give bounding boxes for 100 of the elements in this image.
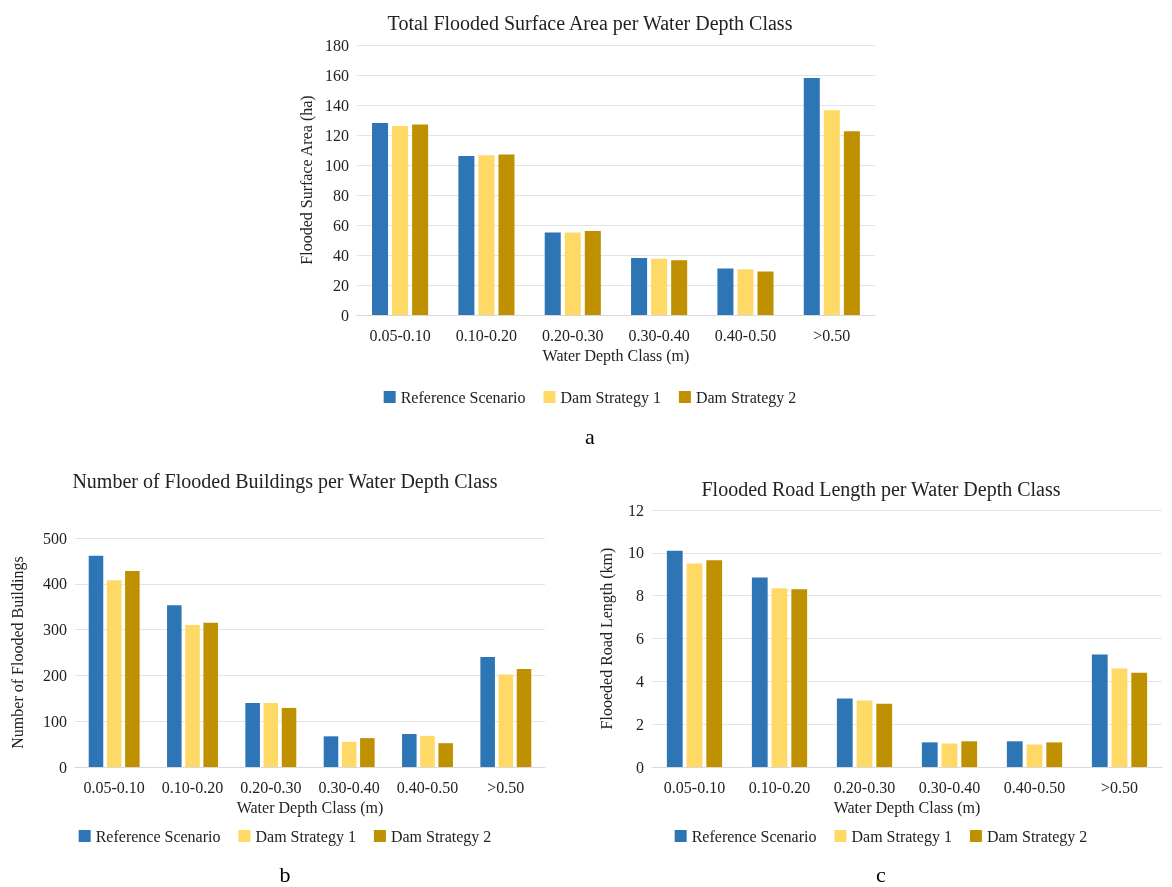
- y-tick-label: 20: [332, 276, 349, 294]
- legend-label: Dam Strategy 1: [560, 388, 661, 407]
- bar: [372, 123, 389, 315]
- y-tick-label: 10: [628, 544, 644, 562]
- bar: [203, 622, 218, 767]
- y-tick-label: 0: [636, 758, 644, 776]
- x-axis-title: Water Depth Class (m): [236, 799, 384, 818]
- bar: [1026, 744, 1043, 767]
- x-tick-label: >0.50: [1100, 778, 1139, 796]
- x-tick-label: 0.20-0.30: [542, 326, 604, 344]
- bar: [584, 231, 601, 315]
- y-tick-label: 80: [332, 186, 349, 204]
- y-tick-label: 400: [43, 575, 67, 593]
- y-tick-label: 60: [332, 216, 349, 234]
- bar: [167, 605, 182, 767]
- x-tick-label: 0.40-0.50: [1003, 778, 1066, 796]
- y-tick-label: 120: [324, 126, 349, 144]
- x-axis-title: Water Depth Class (m): [542, 347, 690, 366]
- bar: [281, 707, 297, 767]
- text: b: [279, 861, 291, 887]
- y-tick-label: 100: [324, 156, 349, 174]
- y-tick-label: 160: [324, 66, 349, 84]
- legend-label: Dam Strategy 2: [390, 827, 492, 846]
- bar: [478, 155, 495, 315]
- y-tick-label: 0: [59, 758, 67, 776]
- bar: [843, 131, 860, 315]
- bar: [706, 560, 723, 767]
- x-axis-title: Water Depth Class (m): [833, 799, 981, 818]
- x-tick-label: 0.10-0.20: [748, 778, 811, 796]
- bar: [412, 124, 429, 315]
- y-tick-label: 8: [636, 587, 644, 605]
- bar: [498, 674, 514, 767]
- bar: [480, 657, 495, 767]
- y-tick-label: 0: [340, 306, 349, 324]
- bar: [458, 156, 475, 315]
- text: a: [585, 423, 596, 449]
- bar: [1091, 654, 1108, 767]
- bar: [392, 126, 409, 315]
- bar: [263, 702, 279, 767]
- text: c: [876, 861, 887, 887]
- bar: [420, 735, 435, 767]
- bar: [360, 738, 375, 767]
- y-tick-label: 40: [332, 246, 349, 264]
- legend-label: Dam Strategy 2: [986, 827, 1088, 846]
- x-tick-label: 0.05-0.10: [83, 778, 145, 796]
- x-tick-label: 0.05-0.10: [663, 778, 726, 796]
- bar: [823, 110, 840, 315]
- y-tick-label: 200: [43, 666, 67, 684]
- bar: [341, 741, 357, 767]
- bar: [961, 741, 978, 767]
- bar: [686, 563, 703, 767]
- x-tick-label: 0.20-0.30: [833, 778, 896, 796]
- bar: [666, 550, 683, 767]
- bar: [544, 232, 561, 315]
- bar: [651, 258, 668, 315]
- bar: [106, 580, 122, 767]
- y-tick-label: 300: [43, 621, 67, 639]
- bar: [791, 589, 808, 767]
- y-axis-title: Number of Flooded Buildings: [8, 556, 27, 749]
- legend-label: Dam Strategy 2: [695, 388, 797, 407]
- bar: [402, 734, 417, 767]
- x-tick-label: >0.50: [487, 778, 525, 796]
- bar: [737, 269, 754, 315]
- y-tick-label: 100: [43, 712, 67, 730]
- x-tick-label: 0.10-0.20: [161, 778, 224, 796]
- bar: [717, 268, 734, 315]
- chart-title: Flooded Road Length per Water Depth Class: [701, 478, 1061, 501]
- x-tick-label: 0.05-0.10: [369, 326, 431, 344]
- bar: [185, 625, 200, 767]
- bar: [803, 78, 820, 315]
- y-tick-label: 180: [324, 36, 349, 54]
- y-axis-title: Flooded Surface Area (ha): [297, 95, 316, 265]
- bar: [941, 743, 958, 767]
- chart-title: Number of Flooded Buildings per Water Depth Class: [72, 470, 498, 493]
- legend-label: Dam Strategy 1: [255, 827, 356, 846]
- legend-label: Reference Scenario: [95, 827, 221, 845]
- bar: [631, 258, 648, 315]
- bar: [757, 271, 774, 315]
- x-tick-label: 0.30-0.40: [628, 326, 690, 344]
- bar: [856, 700, 873, 767]
- bar: [323, 736, 339, 767]
- bar: [438, 743, 453, 767]
- bar: [564, 232, 581, 315]
- bar: [1046, 742, 1063, 767]
- legend-label: Reference Scenario: [691, 827, 817, 845]
- bar: [1131, 672, 1148, 767]
- x-tick-label: 0.40-0.50: [714, 326, 777, 344]
- bar: [836, 698, 853, 767]
- chart-title: Total Flooded Surface Area per Water Depth Class: [387, 12, 793, 35]
- bar: [516, 668, 532, 767]
- legend-label: Dam Strategy 1: [851, 827, 952, 846]
- y-tick-label: 6: [636, 630, 644, 647]
- bar: [498, 154, 515, 315]
- bar: [751, 577, 768, 767]
- bar: [1111, 668, 1128, 767]
- bar: [671, 260, 688, 315]
- y-tick-label: 12: [628, 501, 644, 519]
- y-tick-label: 4: [636, 672, 644, 690]
- x-tick-label: 0.30-0.40: [318, 778, 380, 796]
- x-tick-label: 0.20-0.30: [240, 778, 302, 796]
